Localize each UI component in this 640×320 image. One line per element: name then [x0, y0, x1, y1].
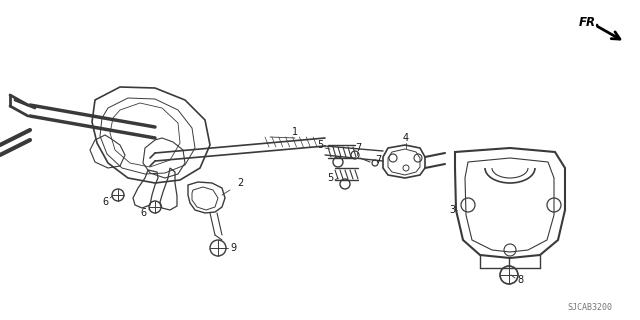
Text: 7: 7 [355, 143, 361, 153]
Text: 1: 1 [292, 127, 298, 137]
Text: 5: 5 [327, 173, 333, 183]
Text: 2: 2 [237, 178, 243, 188]
Text: 5: 5 [317, 140, 323, 150]
Text: 6: 6 [140, 208, 146, 218]
Text: 7: 7 [375, 155, 381, 165]
Text: 3: 3 [449, 205, 455, 215]
Text: 4: 4 [403, 133, 409, 143]
Text: FR.: FR. [579, 15, 601, 28]
Text: 8: 8 [517, 275, 523, 285]
Text: 9: 9 [230, 243, 236, 253]
Text: 6: 6 [102, 197, 108, 207]
Text: SJCAB3200: SJCAB3200 [568, 303, 612, 313]
